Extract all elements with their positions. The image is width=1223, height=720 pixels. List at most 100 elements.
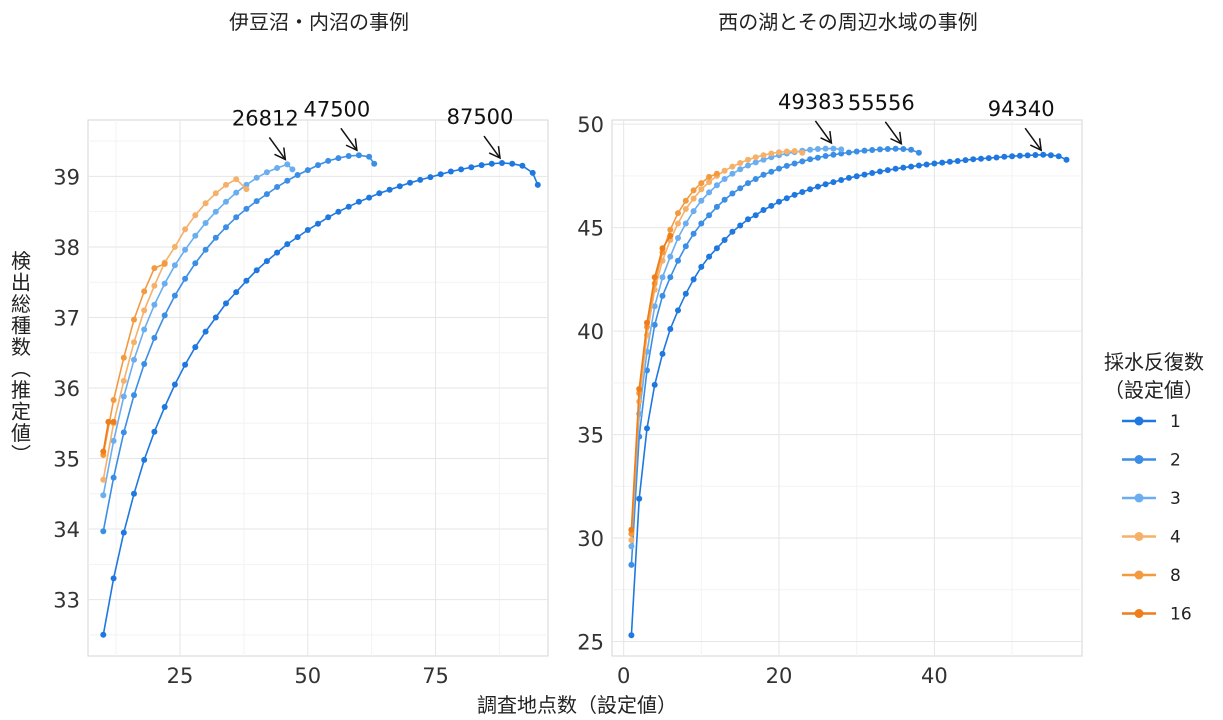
- data-point: [274, 184, 281, 190]
- legend-label: 8: [1170, 566, 1181, 586]
- data-point: [737, 185, 744, 192]
- series-3: [100, 161, 296, 499]
- legend-marker: [1134, 532, 1144, 541]
- annotation: 94340: [988, 97, 1055, 152]
- data-point: [713, 203, 720, 210]
- data-point: [182, 226, 189, 233]
- data-point: [721, 167, 728, 174]
- data-point: [791, 160, 798, 167]
- data-point: [141, 456, 148, 463]
- data-point: [752, 212, 759, 219]
- data-point: [908, 163, 915, 170]
- series-16: [628, 232, 674, 533]
- data-point: [628, 632, 635, 639]
- legend-marker: [1134, 455, 1144, 464]
- data-point: [853, 148, 860, 155]
- data-point: [223, 224, 229, 231]
- data-point: [161, 280, 168, 287]
- annotation: 55556: [848, 91, 915, 146]
- data-point: [151, 265, 158, 272]
- x-tick-label: 0: [617, 664, 630, 688]
- data-point: [651, 303, 658, 310]
- data-point: [253, 198, 260, 205]
- annotation: 26812: [232, 106, 299, 161]
- data-point: [1016, 152, 1023, 159]
- legend: 採水反復数 （設定値） 1 2 3 4 8 16: [1104, 350, 1204, 625]
- data-point: [110, 397, 117, 403]
- x-axis-title: 調査地点数（設定値）: [477, 693, 677, 717]
- data-point: [345, 153, 352, 159]
- data-point: [861, 171, 868, 178]
- data-point: [151, 282, 158, 289]
- plot-area: [611, 119, 1083, 657]
- legend-entry: 2: [1122, 451, 1181, 471]
- data-point: [760, 156, 767, 163]
- data-point: [628, 526, 635, 533]
- data-point: [651, 274, 658, 281]
- data-point: [659, 292, 666, 299]
- data-point: [830, 179, 837, 186]
- data-point: [274, 165, 281, 171]
- data-point: [892, 145, 899, 152]
- x-tick-label: 20: [766, 664, 793, 688]
- series-8: [100, 260, 168, 458]
- data-point: [799, 149, 806, 156]
- data-point: [100, 448, 107, 455]
- data-point: [706, 179, 713, 186]
- data-point: [223, 300, 229, 307]
- data-point: [120, 429, 127, 436]
- legend-marker: [1134, 609, 1144, 618]
- data-point: [120, 377, 127, 384]
- data-point: [151, 334, 158, 341]
- data-point: [499, 160, 505, 166]
- data-point: [838, 146, 845, 153]
- data-point: [223, 198, 229, 205]
- data-point: [908, 146, 915, 153]
- annotation-arrowhead: [820, 130, 833, 145]
- data-point: [171, 381, 178, 388]
- data-point: [1024, 152, 1031, 159]
- legend-label: 3: [1170, 489, 1181, 509]
- data-point: [675, 307, 681, 314]
- data-point: [141, 307, 148, 314]
- y-tick-label: 25: [577, 631, 604, 655]
- data-point: [131, 339, 137, 346]
- data-point: [335, 208, 342, 215]
- data-point: [807, 146, 814, 153]
- data-point: [768, 168, 775, 175]
- y-tick-label: 50: [577, 113, 604, 137]
- data-point: [713, 245, 720, 252]
- data-point: [509, 160, 516, 167]
- data-point: [628, 537, 635, 544]
- data-point: [737, 222, 744, 229]
- data-point: [745, 162, 751, 169]
- data-point: [529, 169, 536, 176]
- data-point: [706, 212, 713, 219]
- data-point: [212, 208, 219, 215]
- legend-marker: [1134, 493, 1144, 503]
- data-point: [682, 197, 689, 204]
- data-point: [171, 262, 178, 269]
- data-point: [105, 418, 112, 425]
- x-tick-label: 40: [921, 664, 948, 688]
- y-tick-label: 35: [577, 424, 604, 448]
- data-point: [233, 289, 240, 296]
- data-point: [141, 361, 148, 367]
- data-point: [830, 145, 837, 152]
- y-tick-label: 30: [577, 527, 604, 551]
- data-point: [869, 170, 876, 176]
- data-point: [690, 230, 697, 237]
- data-point: [212, 314, 219, 321]
- data-point: [202, 246, 209, 253]
- left-panel: 25 50 75 33 34 35 36 37 38 39 26812 47500 87500: [53, 97, 549, 688]
- data-point: [110, 437, 117, 444]
- data-point: [659, 350, 666, 357]
- data-point: [791, 148, 798, 154]
- data-point: [468, 164, 475, 171]
- annotation-label: 26812: [232, 106, 299, 130]
- data-point: [713, 170, 720, 177]
- data-point: [458, 166, 465, 173]
- data-point: [182, 361, 189, 368]
- data-point: [682, 243, 689, 250]
- data-point: [315, 220, 321, 227]
